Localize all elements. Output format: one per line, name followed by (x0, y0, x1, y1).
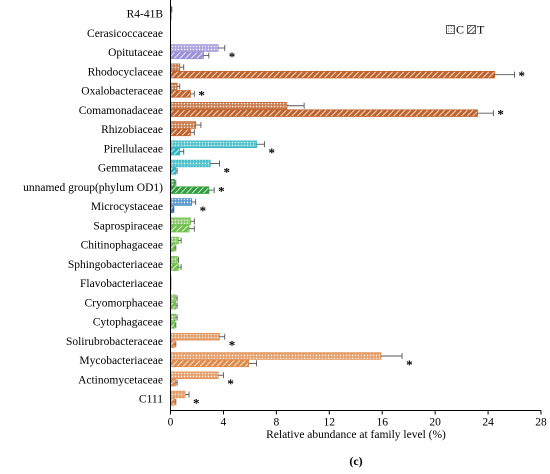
category-label-cerasicoccaceae: Cerasicoccaceae (87, 28, 163, 40)
bar-t-mycobacteriaceae (170, 359, 257, 368)
category-label-sphingobacteriaceae: Sphingobacteriaceae (68, 259, 163, 271)
x-tick-label-28: 28 (535, 417, 547, 429)
category-label-gemmataceae: Gemmataceae (98, 163, 163, 175)
bar-c-cytophagaceae (170, 313, 178, 322)
x-tick-label-16: 16 (376, 417, 388, 429)
bar-c-solirubrobacteraceae (170, 333, 226, 341)
category-label-actinomycetaceae: Actinomycetaceae (78, 374, 163, 386)
bar-c-opitutaceae (170, 44, 226, 52)
bar-t-cytophagaceae (170, 321, 177, 329)
significance-star-solirubrobacteraceae: * (229, 338, 236, 353)
bar-t-sphingobacteriaceae (170, 263, 182, 271)
legend-swatch-c (446, 25, 455, 34)
bar-t-saprospiraceae (170, 224, 195, 233)
bar-t-unnamed-group-phylum-od1 (170, 186, 215, 194)
category-labels: R4-41B Cerasicoccaceae Opitutaceae Rhodocyc… (23, 9, 163, 406)
x-axis: 0 4 8 12 16 20 24 28 (168, 0, 547, 429)
legend-swatch-t (467, 25, 476, 34)
category-label-unnamed-group-phylum-od1: unnamed group(phylum OD1) (23, 182, 163, 194)
bar-t-rhodocyclaceae (170, 70, 515, 79)
significance-star-actinomycetaceae: * (227, 376, 234, 391)
bar-c-pirellulaceae (170, 140, 265, 148)
category-label-microcystaceae: Microcystaceae (91, 201, 163, 213)
significance-star-mycobacteriaceae: * (406, 357, 413, 372)
bar-c-chitinophagaceae (170, 236, 182, 245)
bar-c-unnamed-group-phylum-od1 (170, 179, 177, 187)
bar-t-comamonadaceae (170, 109, 494, 117)
bar-c-comamonadaceae (170, 102, 305, 110)
x-tick-label-20: 20 (429, 417, 441, 429)
significance-star-microcystaceae: * (200, 203, 207, 218)
category-label-pirellulaceae: Pirellulaceae (104, 143, 163, 155)
bar-t-opitutaceae (170, 51, 210, 60)
legend-label-c: C (456, 23, 464, 37)
category-label-chitinophagaceae: Chitinophagaceae (81, 240, 163, 252)
category-label-comamonadaceae: Comamonadaceae (79, 105, 163, 117)
bar-c-c111 (170, 390, 190, 399)
bar-c-mycobacteriaceae (170, 352, 403, 360)
x-tick-label-8: 8 (273, 417, 279, 429)
category-label-solirubrobacteraceae: Solirubrobacteraceae (66, 336, 163, 348)
category-label-opitutaceae: Opitutaceae (108, 47, 163, 59)
x-tick-label-0: 0 (168, 417, 174, 429)
bars: * * * * * * * * * * * * (170, 5, 526, 410)
significance-star-rhodocyclaceae: * (519, 68, 526, 83)
category-label-oxalobacteraceae: Oxalobacteraceae (81, 86, 163, 98)
bar-t-chitinophagaceae (170, 244, 177, 252)
bar-c-rhizobiaceae (170, 121, 202, 129)
significance-star-unnamed-group-phylum-od1: * (218, 184, 225, 199)
category-label-rhizobiaceae: Rhizobiaceae (101, 124, 163, 136)
x-tick-label-4: 4 (221, 417, 227, 429)
category-label-r4-41b: R4-41B (127, 9, 164, 21)
bar-t-pirellulaceae (170, 147, 185, 156)
bar-t-rhizobiaceae (170, 128, 195, 137)
significance-star-comamonadaceae: * (497, 107, 504, 122)
bar-t-c111 (170, 398, 177, 406)
category-label-mycobacteriaceae: Mycobacteriaceae (79, 355, 163, 367)
category-label-cryomorphaceae: Cryomorphaceae (84, 297, 163, 309)
significance-star-oxalobacteraceae: * (198, 87, 205, 102)
significance-star-gemmataceae: * (223, 164, 230, 179)
category-label-saprospiraceae: Saprospiraceae (93, 220, 163, 232)
legend: C T (446, 23, 485, 37)
category-label-cytophagaceae: Cytophagaceae (93, 317, 163, 329)
legend-label-t: T (477, 23, 485, 37)
bar-c-microcystaceae (170, 198, 197, 206)
significance-star-c111: * (193, 395, 200, 410)
category-label-flavobacteriaceae: Flavobacteriaceae (80, 278, 163, 290)
bar-c-saprospiraceae (170, 217, 195, 225)
bar-t-oxalobacteraceae (170, 90, 195, 98)
significance-star-opitutaceae: * (229, 49, 236, 64)
significance-star-pirellulaceae: * (268, 145, 275, 160)
bar-t-actinomycetaceae (170, 378, 178, 387)
panel-label: (c) (349, 454, 362, 468)
bar-c-sphingobacteriaceae (170, 256, 179, 264)
x-axis-label: Relative abundance at family level (%) (266, 429, 446, 441)
bar-t-cryomorphaceae (170, 301, 178, 310)
bar-c-gemmataceae (170, 159, 220, 168)
category-label-rhodocyclaceae: Rhodocyclaceae (88, 66, 163, 78)
bar-c-rhodocyclaceae (170, 63, 185, 71)
x-tick-label-12: 12 (324, 417, 336, 429)
bar-t-gemmataceae (170, 167, 178, 175)
category-label-c111: C111 (139, 394, 163, 406)
bar-c-cryomorphaceae (170, 294, 178, 302)
bar-c-oxalobacteraceae (170, 82, 181, 91)
bar-c-actinomycetaceae (170, 371, 224, 379)
x-tick-label-24: 24 (482, 417, 494, 429)
bar-t-solirubrobacteraceae (170, 340, 177, 348)
